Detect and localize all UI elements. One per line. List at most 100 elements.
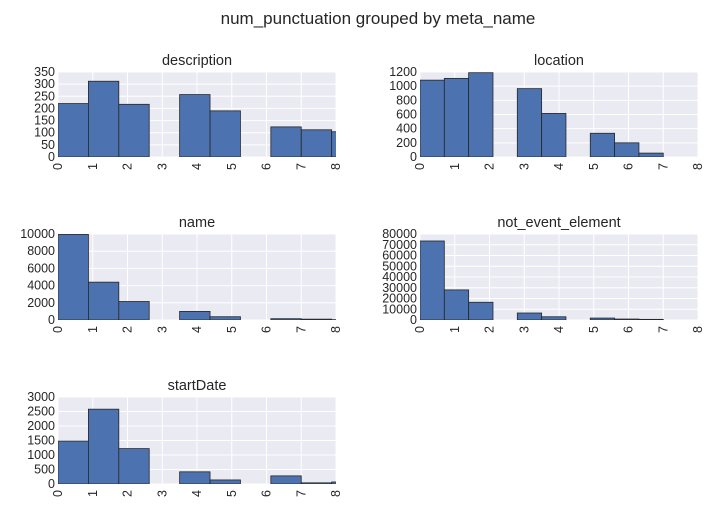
histogram-bar: [209, 110, 241, 157]
x-tick-label: 5: [587, 163, 601, 170]
y-tick-label: 1000: [389, 79, 417, 93]
bars: [420, 240, 664, 320]
histogram-bar: [209, 316, 241, 320]
y-tick-label: 20000: [382, 292, 417, 306]
histogram-bar: [331, 131, 336, 157]
histogram-bar: [118, 448, 150, 484]
y-tick-label: 4000: [27, 279, 55, 293]
y-tick-label: 0: [410, 150, 417, 164]
bars: [58, 80, 336, 157]
histogram-bar: [468, 301, 494, 320]
histogram-bar: [300, 318, 333, 320]
y-tick-label: 1200: [389, 65, 417, 79]
histogram-bar: [58, 440, 89, 484]
y-tick-label: 2500: [27, 405, 55, 419]
histogram-bar: [270, 126, 302, 157]
x-tick-label: 1: [448, 163, 462, 170]
histogram-bar: [443, 77, 470, 157]
y-tick-label: 40000: [382, 270, 417, 284]
y-tick-label: 1500: [27, 434, 55, 448]
x-tick-label: 4: [552, 326, 566, 333]
histogram-bar: [614, 142, 640, 157]
y-tick-label: 2000: [27, 419, 55, 433]
histogram-bar: [270, 475, 302, 484]
y-tick-label: 200: [396, 136, 417, 150]
x-tick-label: 8: [691, 326, 705, 333]
x-tick-label: 1: [86, 326, 100, 333]
y-tick-label: 100: [34, 126, 55, 140]
x-tick-label: 3: [155, 163, 169, 170]
x-tick-label: 0: [413, 163, 427, 170]
bars: [58, 234, 336, 320]
x-tick-label: 2: [121, 163, 135, 170]
subplot-title: not_event_element: [497, 215, 620, 231]
x-tick-label: 5: [587, 326, 601, 333]
x-tick-label: 1: [86, 490, 100, 497]
histogram-bar: [58, 234, 89, 320]
y-tick-label: 2000: [27, 296, 55, 310]
x-tick-label: 2: [483, 163, 497, 170]
y-tick-label: 80000: [382, 227, 417, 241]
x-tick-label: 3: [517, 163, 531, 170]
histogram-bar: [468, 72, 494, 157]
histogram-bar: [638, 152, 664, 157]
x-tick-label: 2: [483, 326, 497, 333]
y-tick-label: 600: [396, 108, 417, 122]
histogram-bar: [300, 129, 333, 157]
y-tick-label: 800: [396, 93, 417, 107]
histogram-bar: [88, 80, 120, 157]
x-tick-label: 8: [329, 326, 343, 333]
x-tick-label: 8: [329, 163, 343, 170]
x-tick-label: 7: [656, 163, 670, 170]
bars: [58, 408, 336, 484]
histogram-bar: [209, 479, 241, 484]
histogram-bar: [638, 318, 664, 320]
histogram-bar: [58, 103, 89, 157]
y-tick-label: 10000: [20, 227, 55, 241]
y-tick-label: 500: [34, 463, 55, 477]
histogram-bar: [179, 471, 211, 484]
y-tick-label: 0: [48, 150, 55, 164]
x-tick-label: 6: [622, 163, 636, 170]
x-tick-label: 6: [260, 326, 274, 333]
x-tick-label: 5: [225, 326, 239, 333]
x-tick-label: 7: [294, 163, 308, 170]
histogram-bar: [541, 113, 567, 157]
histogram-bar: [589, 317, 616, 320]
histogram-bar: [118, 103, 150, 157]
histogram-bar: [300, 482, 333, 484]
x-tick-label: 3: [517, 326, 531, 333]
histogram-bar: [443, 289, 470, 320]
subplot-2: name 0 2000 4000 6000 8000 10000 0 1 2 3 4 5 6 7 8: [20, 215, 343, 333]
x-tick-label: 3: [155, 326, 169, 333]
histogram-bar: [270, 318, 302, 320]
x-tick-label: 0: [51, 490, 65, 497]
y-tick-label: 200: [34, 101, 55, 115]
y-tick-label: 400: [396, 122, 417, 136]
x-tick-label: 6: [622, 326, 636, 333]
histogram-bar: [589, 132, 616, 157]
histogram-bar: [516, 312, 543, 320]
x-tick-label: 5: [225, 490, 239, 497]
x-tick-label: 6: [260, 163, 274, 170]
y-tick-label: 0: [48, 313, 55, 327]
x-tick-label: 7: [294, 326, 308, 333]
histogram-bar: [614, 318, 640, 320]
x-tick-label: 3: [155, 490, 169, 497]
y-tick-label: 350: [34, 65, 55, 79]
y-tick-label: 8000: [27, 244, 55, 258]
histogram-bar: [88, 408, 120, 484]
y-tick-label: 70000: [382, 238, 417, 252]
x-tick-label: 4: [190, 326, 204, 333]
y-tick-label: 0: [410, 313, 417, 327]
figure-title: num_punctuation grouped by meta_name: [221, 9, 536, 28]
y-tick-label: 150: [34, 114, 55, 128]
y-tick-label: 300: [34, 77, 55, 91]
histogram-bar: [331, 481, 336, 484]
x-tick-label: 0: [51, 163, 65, 170]
subplot-title: description: [162, 53, 232, 69]
